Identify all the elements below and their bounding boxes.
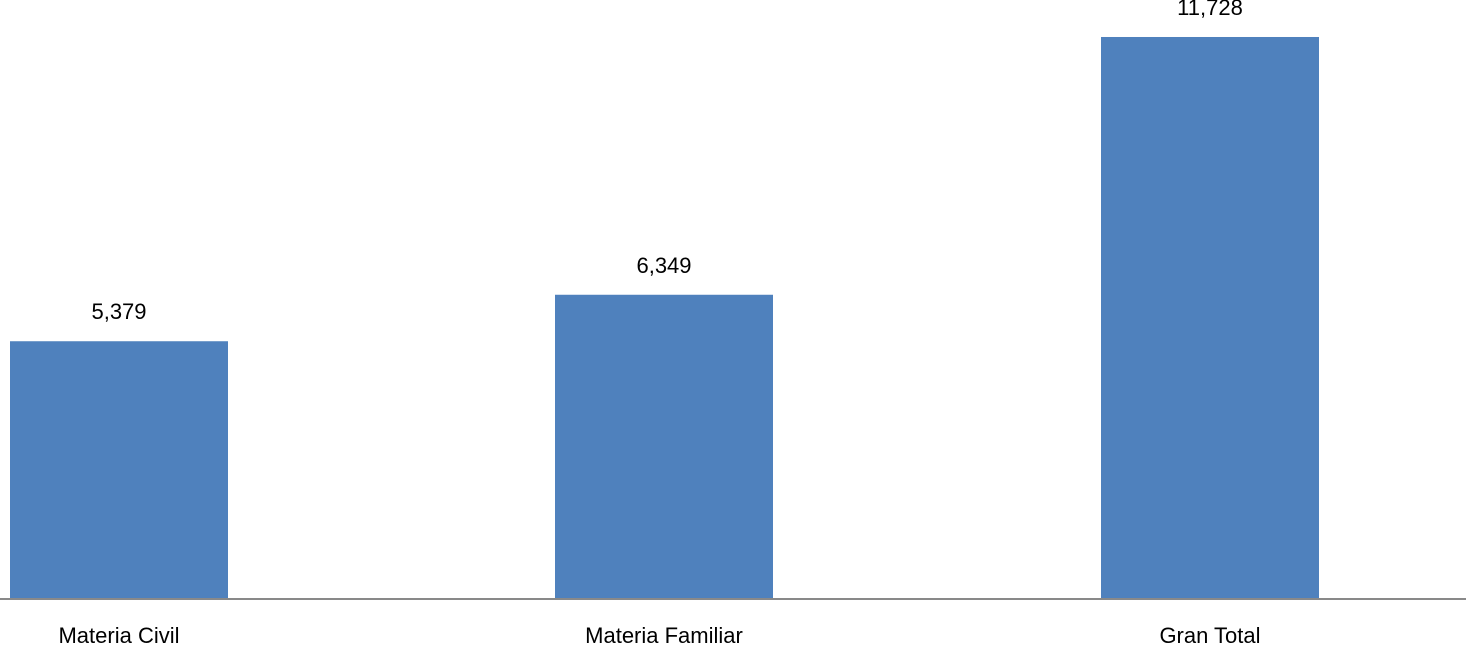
bar-1 <box>10 341 228 599</box>
category-label-2: Materia Familiar <box>585 623 743 648</box>
data-label-3: 11,728 <box>1177 0 1243 20</box>
data-label-2: 6,349 <box>636 253 691 278</box>
data-labels-layer: 5,379 6,349 11,728 <box>91 0 1242 324</box>
category-label-1: Materia Civil <box>58 623 179 648</box>
bars-layer <box>10 36 1319 599</box>
category-label-3: Gran Total <box>1159 623 1260 648</box>
bar-3 <box>1101 36 1319 599</box>
data-label-1: 5,379 <box>91 299 146 324</box>
category-labels-layer: Materia Civil Materia Familiar Gran Total <box>58 623 1260 648</box>
bar-2 <box>555 294 773 599</box>
